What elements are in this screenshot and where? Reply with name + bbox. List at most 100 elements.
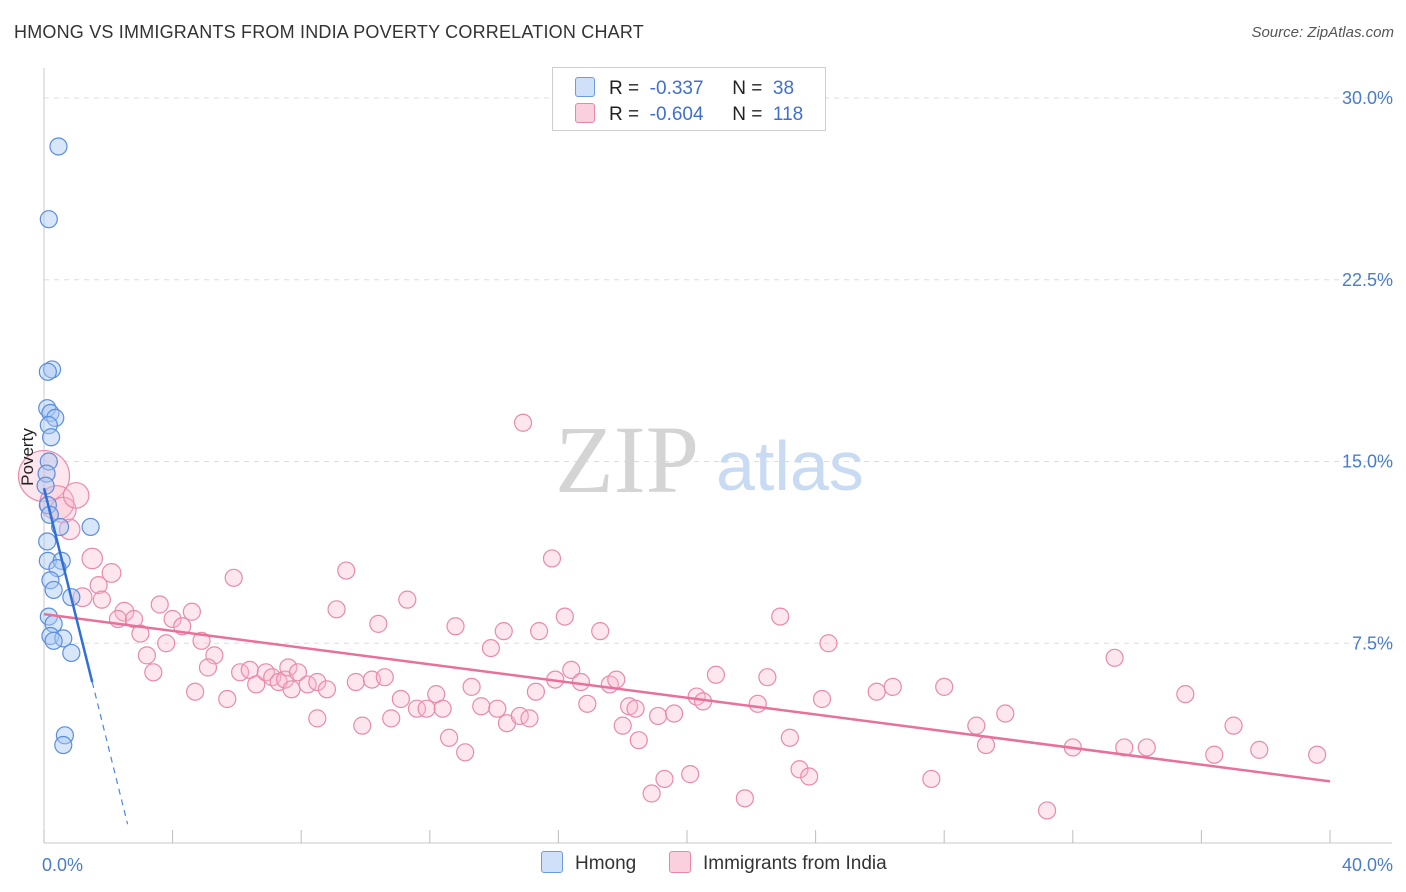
india-point xyxy=(308,709,327,728)
correlation-legend: R = -0.337 N = 38 R = -0.604 N = 118 xyxy=(552,67,826,131)
india-point xyxy=(327,600,346,619)
hmong-point xyxy=(41,428,61,447)
india-point xyxy=(308,672,327,692)
india-point xyxy=(642,784,661,803)
india-point xyxy=(780,728,799,747)
y-tick-label: 7.5% xyxy=(1352,633,1393,653)
legend-n-label: N = xyxy=(732,104,763,125)
bottom-legend-swatch-india xyxy=(669,851,691,873)
axes xyxy=(43,68,1392,844)
bottom-legend-label-india: Immigrants from India xyxy=(703,853,887,874)
y-axis-label: Poverty xyxy=(18,428,37,486)
india-point xyxy=(346,672,365,692)
india-point xyxy=(186,682,205,701)
india-point xyxy=(150,595,169,614)
india-trend-line xyxy=(43,612,1331,783)
india-point xyxy=(81,547,104,570)
hmong-point xyxy=(44,580,63,600)
india-point xyxy=(137,646,156,665)
india-points xyxy=(17,413,1327,820)
india-point xyxy=(494,622,513,641)
india-point xyxy=(555,607,574,626)
trend-lines xyxy=(42,487,1331,825)
india-point xyxy=(935,677,954,696)
india-point xyxy=(247,675,266,694)
india-point xyxy=(114,601,135,622)
india-point xyxy=(1250,740,1269,759)
legend-n-value-india: 118 xyxy=(772,104,804,125)
india-point xyxy=(591,622,610,641)
hmong-trend-extension xyxy=(91,681,129,825)
india-point xyxy=(456,743,475,762)
hmong-point xyxy=(54,735,73,755)
india-point xyxy=(629,731,648,750)
india-point xyxy=(481,638,500,658)
legend-row-india: R = -0.604 N = 118 xyxy=(575,103,803,125)
india-point xyxy=(626,699,645,718)
india-point xyxy=(819,634,838,653)
india-point xyxy=(665,704,684,723)
india-point xyxy=(1176,685,1195,704)
india-point xyxy=(369,614,388,633)
india-point xyxy=(976,735,996,755)
india-point xyxy=(562,660,581,680)
legend-r-label: R = xyxy=(609,78,640,99)
india-point xyxy=(812,689,832,709)
india-point xyxy=(101,563,122,583)
india-point xyxy=(922,769,941,789)
legend-n-label: N = xyxy=(732,78,763,99)
hmong-point xyxy=(38,551,57,570)
india-point xyxy=(433,699,452,718)
india-point xyxy=(317,680,337,699)
india-point xyxy=(613,716,632,735)
hmong-point xyxy=(38,532,57,551)
india-point xyxy=(1308,745,1327,764)
india-point xyxy=(996,704,1015,723)
india-point xyxy=(1115,738,1134,757)
bottom-legend-india: Immigrants from India xyxy=(669,851,887,875)
india-point xyxy=(520,709,539,728)
india-point xyxy=(771,607,790,626)
watermark-atlas: atlas xyxy=(716,427,864,505)
india-point xyxy=(198,658,218,677)
india-point xyxy=(182,602,201,621)
hmong-point xyxy=(46,408,65,427)
india-point xyxy=(1224,716,1243,735)
watermark-zip: ZIP xyxy=(555,406,699,513)
bottom-legend-swatch-hmong xyxy=(541,851,563,873)
india-point xyxy=(337,561,356,580)
india-point xyxy=(462,677,481,696)
india-point xyxy=(279,658,298,677)
x-tick-label: 40.0% xyxy=(1342,855,1393,875)
india-point xyxy=(758,668,777,687)
india-point xyxy=(398,590,417,609)
legend-swatch-india xyxy=(575,103,595,123)
india-point xyxy=(472,697,491,716)
india-point xyxy=(526,682,545,701)
y-tick-label: 22.5% xyxy=(1342,270,1393,290)
india-point xyxy=(967,716,986,735)
india-point xyxy=(144,663,163,682)
source-label: Source: ZipAtlas.com xyxy=(1251,24,1394,41)
india-point xyxy=(513,413,533,432)
india-point xyxy=(288,663,308,682)
india-point xyxy=(542,549,562,568)
hmong-point xyxy=(44,631,63,650)
tick-labels: 7.5% 15.0% 22.5% 30.0% 0.0% 40.0% xyxy=(42,88,1393,875)
legend-n-value-hmong: 38 xyxy=(772,78,795,99)
y-tick-label: 30.0% xyxy=(1342,88,1393,108)
watermark: ZIP atlas xyxy=(555,406,864,513)
hmong-point xyxy=(38,362,57,381)
y-tick-label: 15.0% xyxy=(1342,452,1393,472)
legend-r-value-india: -0.604 xyxy=(649,104,704,125)
hmong-point xyxy=(62,643,81,663)
india-point xyxy=(488,699,507,718)
india-point xyxy=(62,482,90,509)
india-point xyxy=(417,699,436,718)
india-point xyxy=(706,665,726,684)
india-point xyxy=(530,622,549,641)
hmong-point xyxy=(49,137,68,156)
hmong-points xyxy=(36,137,100,755)
hmong-point xyxy=(81,517,100,537)
